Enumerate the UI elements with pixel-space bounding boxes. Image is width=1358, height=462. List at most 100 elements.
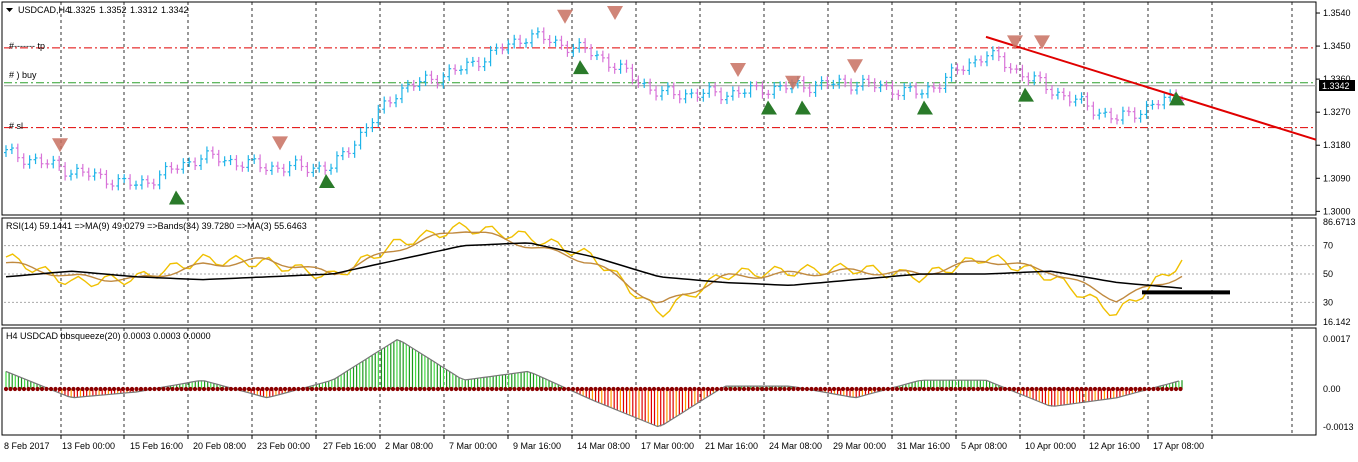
- squeeze-dot: [1029, 386, 1035, 392]
- collapse-triangle-icon[interactable]: [6, 8, 13, 12]
- squeeze-dot: [890, 386, 895, 392]
- squeeze-dot: [1155, 386, 1161, 392]
- squeeze-dot: [809, 386, 814, 392]
- squeeze-dot: [1083, 386, 1089, 392]
- squeeze-dot: [1043, 386, 1048, 392]
- squeeze-dot: [174, 386, 180, 392]
- squeeze-dot: [584, 386, 589, 392]
- squeeze-dot: [620, 386, 625, 392]
- squeeze-dot: [422, 386, 427, 392]
- time-axis-label: 5 Apr 08:00: [961, 441, 1007, 451]
- squeeze-dot: [1169, 386, 1174, 392]
- squeeze-dot: [665, 386, 670, 392]
- squeeze-dot: [71, 386, 76, 392]
- time-axis-label: 29 Mar 00:00: [833, 441, 886, 451]
- rsi-axis-label: 86.6713: [1323, 217, 1356, 227]
- squeeze-dot: [368, 386, 373, 392]
- squeeze-dot: [395, 386, 400, 392]
- squeeze-dot: [962, 386, 967, 392]
- squeeze-dot: [147, 386, 153, 392]
- squeeze-dot: [183, 386, 189, 392]
- time-axis-label: 15 Feb 16:00: [130, 441, 183, 451]
- squeeze-dot: [426, 386, 432, 392]
- ohlc-high: 1.3352: [99, 5, 127, 15]
- squeeze-dot: [737, 386, 742, 392]
- rsi-ma-line: [5, 231, 1183, 304]
- squeeze-dot: [800, 386, 805, 392]
- squeeze-envelope: [5, 339, 1180, 428]
- price-axis-label: 1.3450: [1323, 41, 1351, 51]
- squeeze-dot: [399, 386, 405, 392]
- current-price-tag-bg: [1319, 80, 1355, 91]
- squeeze-dot: [638, 386, 643, 392]
- squeeze-dot: [201, 386, 207, 392]
- squeeze-dot: [840, 386, 846, 392]
- squeeze-dot: [354, 386, 360, 392]
- time-axis-label: 10 Apr 00:00: [1025, 441, 1076, 451]
- ohlc-close: 1.3342: [161, 5, 189, 15]
- time-axis-label: 31 Mar 16:00: [897, 441, 950, 451]
- squeeze-dot: [179, 386, 184, 392]
- squeeze-dot: [980, 386, 985, 392]
- squeeze-dot: [1101, 386, 1107, 392]
- rsi-panel-frame: [1, 217, 1317, 326]
- squeeze-dot: [710, 386, 715, 392]
- squeeze-dot: [930, 386, 936, 392]
- squeeze-dot: [827, 386, 832, 392]
- squeeze-dot: [1052, 386, 1057, 392]
- squeeze-dot: [1164, 386, 1170, 392]
- squeeze-dot: [255, 386, 261, 392]
- squeeze-dot: [273, 386, 279, 392]
- squeeze-dot: [1115, 386, 1120, 392]
- time-axis-label: 27 Feb 16:00: [323, 441, 376, 451]
- squeeze-dot: [156, 386, 162, 392]
- squeeze-dot: [404, 386, 409, 392]
- squeeze-dot: [350, 386, 355, 392]
- squeeze-dot: [894, 386, 900, 392]
- sell-signal-arrow-icon: [557, 9, 573, 24]
- squeeze-dot: [786, 386, 792, 392]
- trendline[interactable]: [985, 35, 1317, 141]
- squeeze-dot: [957, 386, 963, 392]
- time-axis-label: 9 Mar 16:00: [513, 441, 561, 451]
- squeeze-dot: [1056, 386, 1062, 392]
- squeeze-dot: [804, 386, 810, 392]
- squeeze-dot: [723, 386, 729, 392]
- squeeze-dot: [62, 386, 67, 392]
- squeeze-dot: [1110, 386, 1116, 392]
- squeeze-dot: [26, 386, 31, 392]
- squeeze-dot: [1011, 386, 1017, 392]
- squeeze-dot: [701, 386, 706, 392]
- squeeze-dot: [233, 386, 238, 392]
- price-axis-label: 1.3180: [1323, 140, 1351, 150]
- squeeze-dot: [728, 386, 733, 392]
- squeeze-dot: [975, 386, 981, 392]
- squeeze-dot: [507, 386, 513, 392]
- squeeze-dot: [84, 386, 90, 392]
- squeeze-dot: [674, 386, 679, 392]
- squeeze-dot: [228, 386, 234, 392]
- squeeze-dot: [332, 386, 337, 392]
- squeeze-dot: [192, 386, 198, 392]
- squeeze-dot: [125, 386, 130, 392]
- squeeze-dot: [1061, 386, 1066, 392]
- squeeze-dot: [1119, 386, 1125, 392]
- squeeze-dot: [287, 386, 292, 392]
- squeeze-dot: [597, 386, 603, 392]
- squeeze-dot: [44, 386, 49, 392]
- squeeze-dot: [881, 386, 886, 392]
- squeeze-dot: [836, 386, 841, 392]
- squeeze-dot: [264, 386, 270, 392]
- sell-signal-arrow-icon: [52, 138, 68, 153]
- squeeze-dot: [993, 386, 999, 392]
- time-axis-label: 2 Mar 08:00: [385, 441, 433, 451]
- squeeze-dot: [908, 386, 913, 392]
- squeeze-dot: [440, 386, 445, 392]
- squeeze-dot: [66, 386, 72, 392]
- price-axis-label: 1.3360: [1323, 74, 1351, 84]
- level-label-tp: #------- tp: [9, 41, 45, 51]
- squeeze-dot: [314, 386, 319, 392]
- squeeze-dot: [372, 386, 378, 392]
